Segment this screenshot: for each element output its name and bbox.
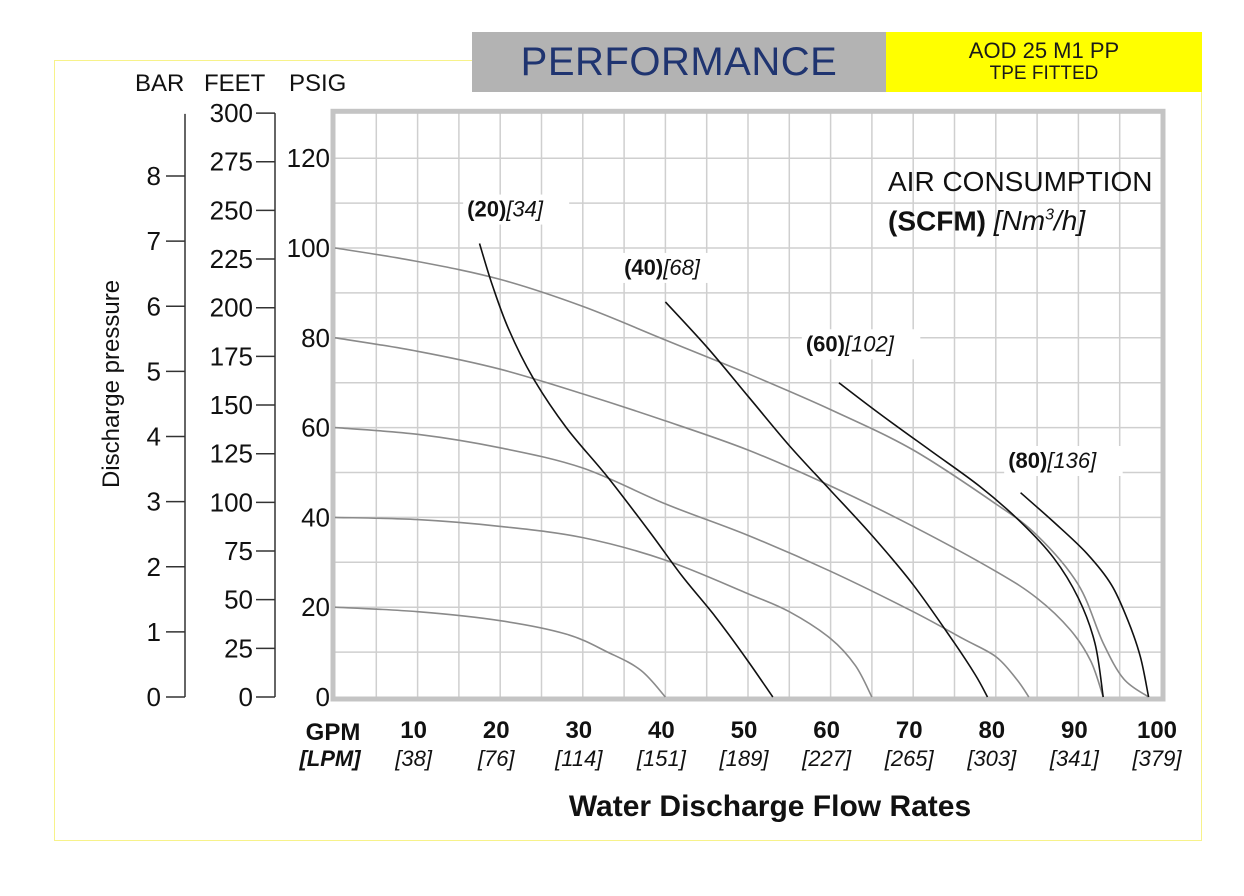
x-unit-lpm: [LPM] bbox=[298, 746, 361, 771]
air-label-nm3h: [34] bbox=[505, 197, 544, 222]
psig-tick-label: 40 bbox=[301, 502, 330, 532]
legend-h: /h] bbox=[1054, 205, 1086, 237]
plot-border bbox=[330, 108, 1166, 702]
bar-tick-label: 4 bbox=[147, 422, 161, 452]
x-tick-gpm: 90 bbox=[1061, 717, 1088, 744]
legend-nm: [Nm bbox=[993, 205, 1046, 237]
psig-tick-label: 60 bbox=[301, 413, 330, 443]
model-name: AOD 25 M1 PP bbox=[968, 38, 1120, 63]
x-tick-gpm: 50 bbox=[731, 717, 758, 744]
x-tick-lpm: [151] bbox=[636, 746, 687, 771]
x-tick-lpm: [379] bbox=[1132, 746, 1183, 771]
pressure-curve-100-psig bbox=[334, 247, 1150, 698]
x-tick-lpm: [303] bbox=[966, 746, 1017, 771]
grid bbox=[335, 113, 1161, 697]
legend-scfm: (SCFM) bbox=[888, 205, 986, 237]
air-curve-40-scfm bbox=[664, 301, 989, 698]
x-tick-gpm: 20 bbox=[483, 717, 510, 744]
bar-tick-label: 0 bbox=[147, 682, 161, 712]
curves bbox=[334, 243, 1150, 698]
pressure-curve-20-psig bbox=[334, 606, 666, 698]
psig-tick-label: 100 bbox=[287, 233, 330, 263]
air-label-bg bbox=[463, 194, 570, 225]
x-tick-lpm: [265] bbox=[884, 746, 935, 771]
air-curve-label: (40)[68] bbox=[624, 255, 701, 280]
psig-tick-label: 0 bbox=[316, 682, 330, 712]
air-consumption-legend: AIR CONSUMPTION (SCFM) [Nm3/h] bbox=[888, 165, 1152, 238]
x-unit-gpm: GPM bbox=[306, 719, 361, 746]
pressure-curve-80-psig bbox=[334, 337, 1104, 698]
x-tick-lpm: [114] bbox=[554, 746, 603, 771]
legend-line1: AIR CONSUMPTION bbox=[888, 166, 1153, 197]
model-banner: AOD 25 M1 PP TPE FITTED bbox=[886, 32, 1202, 92]
air-label-nm3h: [136] bbox=[1046, 448, 1097, 473]
feet-tick-label: 175 bbox=[210, 341, 253, 371]
x-tick-gpm: 10 bbox=[400, 717, 427, 744]
x-tick-gpm: 100 bbox=[1137, 717, 1177, 744]
air-curve-60-scfm bbox=[838, 382, 1104, 698]
feet-tick-label: 100 bbox=[210, 487, 253, 517]
feet-axis-header: FEET bbox=[204, 70, 266, 97]
air-label-scfm: (40) bbox=[624, 255, 663, 280]
feet-tick-label: 0 bbox=[239, 682, 253, 712]
labels: (20)[34] (40)[68] (60)[102] (80)[136] bbox=[463, 194, 1123, 477]
feet-tick-label: 125 bbox=[210, 439, 253, 469]
bar-tick-label: 8 bbox=[147, 161, 161, 191]
feet-tick-label: 150 bbox=[210, 390, 253, 420]
feet-tick-label: 200 bbox=[210, 293, 253, 323]
x-tick-gpm: 60 bbox=[813, 717, 840, 744]
x-tick-lpm: [227] bbox=[801, 746, 852, 771]
bar-axis-header: BAR bbox=[135, 70, 185, 97]
axes: 0204060801001200255075100125150175200225… bbox=[147, 98, 1183, 771]
model-fitting: TPE FITTED bbox=[989, 63, 1099, 84]
legend-sup: 3 bbox=[1045, 207, 1054, 224]
pressure-curve-40-psig bbox=[334, 516, 873, 698]
air-label-nm3h: [68] bbox=[662, 255, 701, 280]
bar-tick-label: 1 bbox=[147, 617, 161, 647]
title-banner: PERFORMANCE bbox=[472, 32, 886, 92]
x-tick-gpm: 80 bbox=[978, 717, 1005, 744]
air-label-bg bbox=[801, 329, 921, 360]
x-tick-gpm: 30 bbox=[565, 717, 592, 744]
bar-tick-label: 6 bbox=[147, 291, 161, 321]
bar-tick-label: 5 bbox=[147, 356, 161, 386]
air-label-bg bbox=[1004, 446, 1123, 477]
chart-title: PERFORMANCE bbox=[520, 39, 838, 84]
feet-tick-label: 275 bbox=[210, 147, 253, 177]
x-tick-gpm: 40 bbox=[648, 717, 675, 744]
air-curve-label: (20)[34] bbox=[467, 197, 544, 222]
air-curve-80-scfm bbox=[1020, 492, 1150, 698]
feet-tick-label: 300 bbox=[210, 98, 253, 128]
psig-tick-label: 20 bbox=[301, 592, 330, 622]
x-tick-gpm: 70 bbox=[896, 717, 923, 744]
air-label-scfm: (80) bbox=[1008, 448, 1047, 473]
x-tick-lpm: [189] bbox=[719, 746, 770, 771]
feet-tick-label: 25 bbox=[224, 633, 253, 663]
bar-tick-label: 2 bbox=[147, 552, 161, 582]
feet-tick-label: 225 bbox=[210, 244, 253, 274]
x-tick-lpm: [341] bbox=[1049, 746, 1100, 771]
legend-line2: (SCFM) [Nm3/h] bbox=[888, 199, 1152, 238]
air-label-scfm: (60) bbox=[806, 331, 845, 356]
legend-nm3h: [Nm3/h] bbox=[994, 205, 1085, 236]
feet-tick-label: 75 bbox=[224, 536, 253, 566]
feet-tick-label: 250 bbox=[210, 195, 253, 225]
x-axis-title: Water Discharge Flow Rates bbox=[568, 790, 972, 823]
air-curve-label: (80)[136] bbox=[1008, 448, 1097, 473]
air-curve-label: (60)[102] bbox=[806, 331, 895, 356]
air-curve-20-scfm bbox=[478, 243, 774, 698]
psig-tick-label: 80 bbox=[301, 323, 330, 353]
air-label-scfm: (20) bbox=[467, 197, 506, 222]
feet-tick-label: 50 bbox=[224, 585, 253, 615]
x-tick-lpm: [38] bbox=[394, 746, 433, 771]
air-label-nm3h: [102] bbox=[844, 331, 895, 356]
bar-tick-label: 7 bbox=[147, 226, 161, 256]
psig-axis-header: PSIG bbox=[289, 70, 347, 97]
air-label-bg bbox=[620, 252, 727, 283]
x-tick-lpm: [76] bbox=[477, 746, 516, 771]
pressure-curve-60-psig bbox=[334, 426, 1030, 698]
psig-tick-label: 120 bbox=[287, 143, 330, 173]
bar-tick-label: 3 bbox=[147, 487, 161, 517]
